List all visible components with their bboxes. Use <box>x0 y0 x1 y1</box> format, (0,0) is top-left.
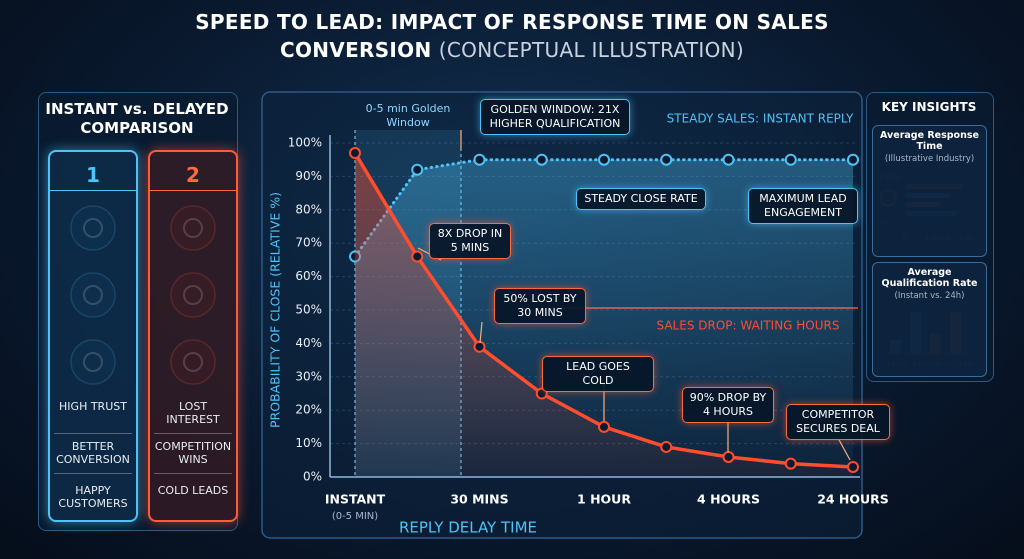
point <box>660 153 673 166</box>
insights-title: KEY INSIGHTS <box>881 100 977 114</box>
column-item: COLD LEADS <box>157 484 229 497</box>
point <box>411 163 424 176</box>
column-number: 1 <box>50 160 136 191</box>
series-label: STEADY SALES: INSTANT REPLY <box>667 112 854 126</box>
title: SPEED TO LEAD: IMPACT OF RESPONSE TIME O… <box>150 8 874 64</box>
column-item: COMPETITION WINS <box>154 440 232 466</box>
annotation: 0-5 min Golden Window <box>365 102 451 129</box>
point <box>660 440 673 453</box>
x-tick-label: INSTANT <box>325 492 386 507</box>
y-tick-label: 80% <box>295 202 322 216</box>
comparison-column: 2 LOST INTEREST COMPETITION WINS COLD LEADS <box>148 150 238 522</box>
point <box>598 420 610 433</box>
point <box>598 153 610 166</box>
annotation: STEADY CLOSE RATE <box>576 188 706 210</box>
column-item: HAPPY CUSTOMERS <box>58 484 128 510</box>
point <box>847 153 859 166</box>
point <box>847 460 859 473</box>
point <box>784 457 797 470</box>
annotation: 90% DROP BY 4 HOURS <box>682 387 774 423</box>
annotation: MAXIMUM LEAD ENGAGEMENT <box>748 188 858 224</box>
y-tick-label: 0% <box>303 470 322 484</box>
card-title: Average Qualification Rate <box>881 267 978 289</box>
comparison-column: 1 HIGH TRUST BETTER CONVERSION HAPPY CUSTOM… <box>48 150 138 522</box>
y-tick-label: 20% <box>295 403 322 417</box>
x-axis-title: REPLY DELAY TIME <box>399 519 537 537</box>
connector <box>837 437 851 461</box>
column-number: 2 <box>150 160 236 191</box>
point <box>784 153 797 166</box>
comparison-title: INSTANT vs. DELAYED COMPARISON <box>45 100 229 137</box>
comparison-panel <box>38 92 238 531</box>
y-tick-label: 30% <box>295 369 322 383</box>
column-item: HIGH TRUST <box>59 400 127 413</box>
series-line <box>353 158 855 259</box>
item-divider <box>54 433 132 434</box>
item-divider <box>54 473 132 474</box>
annotation: 8X DROP IN 5 MINS <box>429 223 511 259</box>
y-tick-label: 10% <box>295 436 322 450</box>
item-divider <box>154 473 232 474</box>
x-tick-label: 30 MINS <box>450 492 508 507</box>
y-tick-label: 40% <box>295 336 322 350</box>
y-tick-label: 70% <box>295 236 322 250</box>
annotation: 50% LOST BY 30 MINS <box>494 288 586 324</box>
y-tick-label: 50% <box>295 303 322 317</box>
annotation: GOLDEN WINDOW: 21X HIGHER QUALIFICATION <box>480 99 630 135</box>
annotation: COMPETITOR SECURES DEAL <box>786 404 890 440</box>
card-subtitle: (Illustrative Industry) <box>884 154 975 164</box>
title-main: SPEED TO LEAD: IMPACT OF RESPONSE TIME O… <box>195 10 829 62</box>
insight-card: Average Response Time (Illustrative Indus… <box>872 125 987 257</box>
card-subtitle: (Instant vs. 24h) <box>894 291 965 301</box>
card-title: Average Response Time <box>880 130 979 152</box>
y-tick-label: 60% <box>295 269 322 283</box>
series-label: SALES DROP: WAITING HOURS <box>657 319 840 333</box>
x-tick-label: 1 HOUR <box>577 492 631 507</box>
annotation: LEAD GOES COLD <box>542 356 654 392</box>
y-tick-label: 90% <box>295 169 322 183</box>
y-tick-label: 100% <box>288 136 322 150</box>
point <box>535 153 548 166</box>
subtitle: (CONCEPTUAL ILLUSTRATION) <box>438 38 745 62</box>
point <box>722 153 735 166</box>
point <box>411 250 424 263</box>
item-divider <box>154 433 232 434</box>
x-tick-label: 4 HOURS <box>697 492 760 507</box>
point <box>473 340 486 353</box>
x-tick-note: (0-5 MIN) <box>332 511 378 522</box>
point <box>473 153 486 166</box>
column-item: BETTER CONVERSION <box>56 440 130 466</box>
point <box>349 147 361 160</box>
x-tick-label: 24 HOURS <box>817 492 889 507</box>
y-axis-title: PROBABILITY OF CLOSE (RELATIVE %) <box>268 192 283 428</box>
series-area <box>355 153 853 477</box>
insight-card: Average Qualification Rate (Instant vs. 2… <box>872 262 987 377</box>
point <box>722 450 735 463</box>
connector <box>479 321 483 344</box>
column-item: LOST INTEREST <box>166 400 220 426</box>
